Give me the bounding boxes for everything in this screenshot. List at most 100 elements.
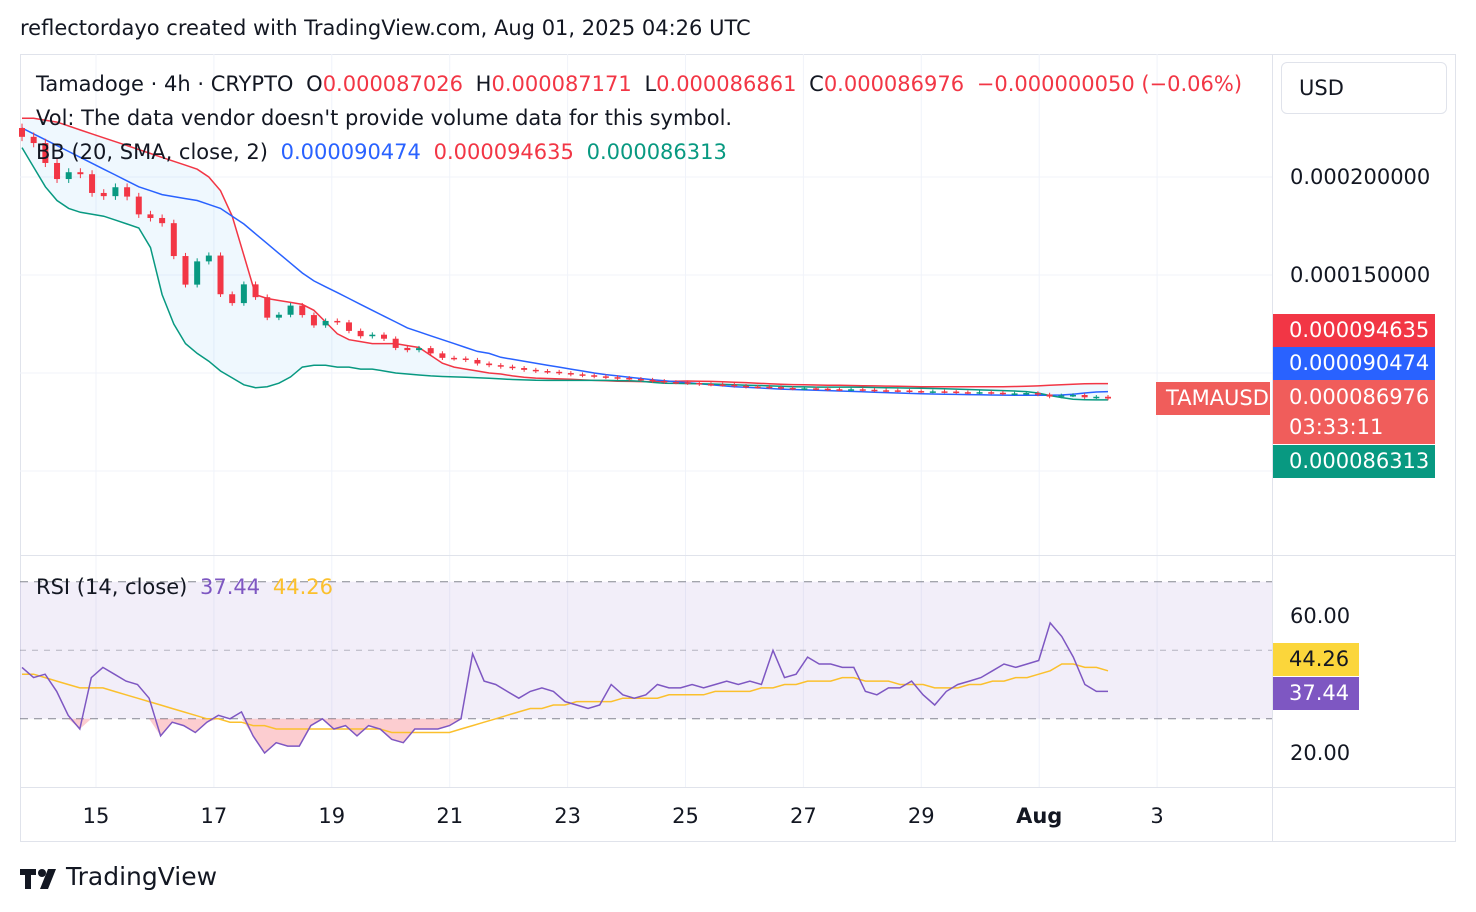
time-tick: 21 bbox=[436, 804, 463, 828]
candle-body bbox=[964, 392, 971, 394]
candle-body bbox=[404, 347, 411, 351]
rsi-legend-value: 37.44 bbox=[200, 575, 261, 599]
low-label: L bbox=[644, 72, 657, 96]
time-tick: 19 bbox=[318, 804, 345, 828]
candle-body bbox=[42, 143, 49, 163]
candle-body bbox=[754, 386, 761, 389]
close-value: 0.000086976 bbox=[823, 72, 965, 96]
candle-body bbox=[416, 348, 423, 351]
rsi-legend: RSI (14, close) 37.44 44.26 bbox=[36, 575, 339, 599]
candle-body bbox=[392, 338, 399, 348]
candle-body bbox=[813, 388, 820, 390]
candle-body bbox=[672, 382, 679, 384]
candle-body bbox=[883, 390, 890, 392]
rsi-line bbox=[21, 621, 1108, 755]
time-tick: 17 bbox=[201, 804, 228, 828]
last-price-tag: 0.000086976 03:33:11 bbox=[1273, 380, 1435, 444]
bb-upper-value: 0.000094635 bbox=[433, 140, 574, 164]
rsi-tick: 60.00 bbox=[1290, 604, 1351, 628]
candle-body bbox=[194, 261, 201, 285]
rsi-label[interactable]: RSI (14, close) bbox=[36, 575, 188, 599]
candle-body bbox=[988, 392, 995, 394]
candle-body bbox=[661, 380, 668, 383]
bb-basis-tag: 0.000090474 bbox=[1273, 347, 1435, 380]
candle-body bbox=[205, 255, 212, 262]
candle-body bbox=[602, 376, 609, 378]
candle-body bbox=[579, 374, 586, 376]
candle-body bbox=[229, 294, 236, 304]
candle-body bbox=[381, 334, 387, 339]
candle-body bbox=[684, 382, 691, 384]
candle-body bbox=[918, 391, 925, 393]
volume-note: Vol: The data vendor doesn't provide vol… bbox=[36, 106, 733, 130]
currency-selector[interactable]: USD bbox=[1281, 62, 1447, 114]
ohlc-legend: Tamadoge · 4h · CRYPTO O0.000087026 H0.0… bbox=[36, 72, 1248, 96]
candle-body bbox=[696, 383, 703, 385]
grid-lines bbox=[20, 54, 1456, 842]
price-tick: 0.000200000 bbox=[1290, 165, 1431, 189]
candle-body bbox=[871, 389, 878, 392]
candle-body bbox=[100, 192, 107, 197]
candle-body bbox=[836, 389, 843, 391]
candle-body bbox=[310, 315, 317, 326]
brand-name: TradingView bbox=[66, 862, 218, 891]
chart-frame[interactable] bbox=[20, 54, 1456, 842]
candle-body bbox=[77, 172, 84, 175]
candle-body bbox=[953, 391, 960, 394]
bb-basis-line bbox=[21, 127, 1109, 397]
candlesticks bbox=[19, 123, 1111, 401]
bb-upper-line bbox=[22, 117, 1108, 388]
bar-countdown: 03:33:11 bbox=[1289, 415, 1384, 439]
candle-body bbox=[299, 305, 306, 316]
bb-lower-value: 0.000086313 bbox=[586, 140, 727, 164]
candle-body bbox=[159, 217, 166, 224]
bb-basis-value: 0.000090474 bbox=[280, 140, 421, 164]
time-tick: 3 bbox=[1150, 804, 1163, 828]
candle-body bbox=[532, 369, 539, 372]
bb-legend: BB (20, SMA, close, 2) 0.000090474 0.000… bbox=[36, 140, 733, 164]
candle-body bbox=[906, 390, 913, 393]
candle-body bbox=[637, 378, 644, 381]
time-tick: 23 bbox=[554, 804, 581, 828]
candle-body bbox=[182, 256, 189, 285]
candle-body bbox=[1058, 395, 1065, 397]
candle-body bbox=[135, 196, 142, 215]
rsi-pane bbox=[20, 581, 1272, 755]
candle-body bbox=[976, 392, 983, 394]
time-axis: 15 17 19 21 23 25 27 29 Aug 3 bbox=[83, 804, 1164, 828]
candle-body bbox=[1069, 395, 1076, 397]
tradingview-logo[interactable]: TradingView bbox=[20, 862, 217, 891]
symbol-title[interactable]: Tamadoge · 4h · CRYPTO bbox=[36, 72, 294, 96]
rsi-ma-line bbox=[22, 663, 1109, 734]
open-value: 0.000087026 bbox=[322, 72, 463, 96]
candle-body bbox=[567, 373, 574, 375]
candle-body bbox=[544, 371, 551, 373]
time-tick: 29 bbox=[908, 804, 935, 828]
candle-body bbox=[486, 363, 493, 366]
time-tick: Aug bbox=[1016, 804, 1062, 828]
candle-body bbox=[264, 297, 271, 318]
candle-body bbox=[766, 386, 773, 389]
time-tick: 27 bbox=[790, 804, 817, 828]
bb-lower-line bbox=[21, 147, 1108, 401]
last-price-value: 0.000086976 bbox=[1289, 385, 1430, 409]
bb-label[interactable]: BB (20, SMA, close, 2) bbox=[36, 140, 268, 164]
candle-body bbox=[743, 385, 749, 388]
candle-body bbox=[1093, 396, 1100, 399]
candle-body bbox=[345, 322, 352, 331]
candle-body bbox=[719, 384, 726, 386]
candle-body bbox=[801, 388, 808, 390]
candle-body bbox=[462, 358, 469, 361]
candle-body bbox=[999, 392, 1006, 395]
rsi-ma-legend-value: 44.26 bbox=[272, 575, 333, 599]
candle-body bbox=[521, 368, 528, 370]
time-tick: 25 bbox=[672, 804, 699, 828]
open-label: O bbox=[306, 72, 323, 96]
candle-body bbox=[474, 359, 481, 364]
candle-body bbox=[1105, 396, 1111, 399]
candle-body bbox=[357, 330, 364, 337]
candle-body bbox=[731, 384, 738, 387]
candle-body bbox=[369, 334, 376, 337]
candle-body bbox=[65, 172, 72, 180]
